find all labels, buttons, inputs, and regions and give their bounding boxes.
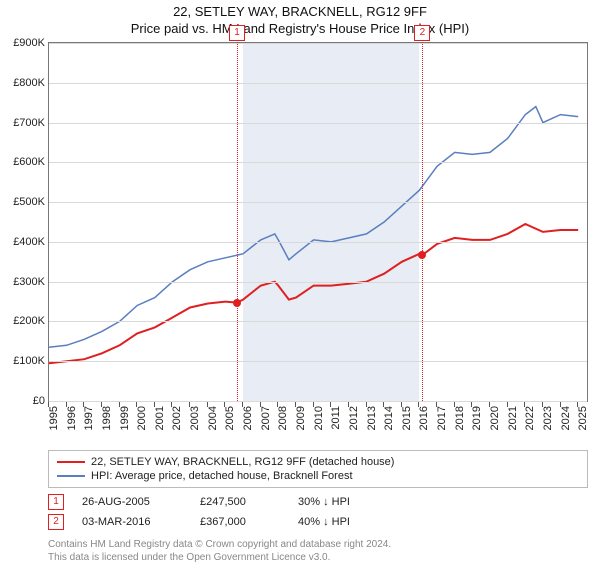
sale-diff: 40% ↓ HPI [298,516,388,528]
x-tick-label: 2006 [242,406,254,430]
sales-table: 1 26-AUG-2005 £247,500 30% ↓ HPI 2 03-MA… [48,492,588,532]
x-tick-label: 2025 [577,406,589,430]
footnote-line: This data is licensed under the Open Gov… [48,551,588,564]
title-subtitle: Price paid vs. HM Land Registry's House … [0,19,600,42]
x-tick-label: 2017 [436,406,448,430]
x-tick-label: 2008 [277,406,289,430]
legend-swatch-price [57,461,85,463]
y-tick-label: £400K [13,236,49,248]
chart-svg [49,43,587,401]
x-tick-label: 2014 [383,406,395,430]
y-tick-label: £700K [13,117,49,129]
x-tick-label: 1999 [119,406,131,430]
x-tick-label: 1997 [83,406,95,430]
x-axis-labels: 1995 1996 1997 1998 1999 2000 2001 2002 2003 2004… [48,402,588,442]
y-tick-label: £600K [13,156,49,168]
x-tick-label: 1995 [48,406,60,430]
chart-plot-area: £0£100K£200K£300K£400K£500K£600K£700K£80… [48,42,588,402]
series-price_paid [49,224,578,363]
x-tick-label: 2011 [330,406,342,430]
gridline [49,202,587,203]
y-tick-label: £0 [33,395,49,407]
sale-dot [418,251,426,259]
y-tick-label: £500K [13,196,49,208]
legend-label: 22, SETLEY WAY, BRACKNELL, RG12 9FF (det… [91,456,394,468]
sale-dot [233,299,241,307]
y-tick-label: £300K [13,276,49,288]
sale-badge: 1 [48,494,64,510]
y-tick-label: £100K [13,355,49,367]
x-tick-label: 2018 [454,406,466,430]
x-tick-label: 2021 [507,406,519,430]
x-tick-label: 2024 [560,406,572,430]
series-hpi [49,107,578,348]
sale-vline [422,31,423,401]
x-tick-label: 2016 [418,406,430,430]
x-tick-label: 2005 [224,406,236,430]
x-tick-label: 2009 [295,406,307,430]
x-tick-label: 2012 [348,406,360,430]
x-tick-label: 2002 [171,406,183,430]
x-tick-label: 2015 [401,406,413,430]
gridline [49,162,587,163]
x-tick-label: 2007 [260,406,272,430]
legend-label: HPI: Average price, detached house, Brac… [91,470,353,482]
legend-swatch-hpi [57,475,85,477]
x-tick-label: 2020 [489,406,501,430]
legend-item: 22, SETLEY WAY, BRACKNELL, RG12 9FF (det… [57,455,579,469]
x-tick-label: 2010 [313,406,325,430]
sale-diff: 30% ↓ HPI [298,496,388,508]
sale-date: 26-AUG-2005 [82,496,182,508]
gridline [49,282,587,283]
legend-item: HPI: Average price, detached house, Brac… [57,469,579,483]
x-tick-label: 2019 [471,406,483,430]
sale-price: £247,500 [200,496,280,508]
sale-marker: 1 [229,25,245,41]
sale-badge: 2 [48,514,64,530]
sales-row: 1 26-AUG-2005 £247,500 30% ↓ HPI [48,492,588,512]
title-address: 22, SETLEY WAY, BRACKNELL, RG12 9FF [0,0,600,19]
gridline [49,43,587,44]
x-tick-label: 2001 [154,406,166,430]
y-tick-label: £800K [13,77,49,89]
x-tick-label: 1998 [101,406,113,430]
gridline [49,242,587,243]
x-tick-label: 2004 [207,406,219,430]
x-tick-label: 2023 [542,406,554,430]
x-tick-label: 2013 [366,406,378,430]
x-tick-label: 2022 [524,406,536,430]
footnote-line: Contains HM Land Registry data © Crown c… [48,538,588,551]
sale-date: 03-MAR-2016 [82,516,182,528]
legend-box: 22, SETLEY WAY, BRACKNELL, RG12 9FF (det… [48,450,588,488]
gridline [49,83,587,84]
gridline [49,123,587,124]
footnote: Contains HM Land Registry data © Crown c… [48,538,588,564]
gridline [49,321,587,322]
x-tick-label: 2000 [136,406,148,430]
x-tick-label: 1996 [66,406,78,430]
sales-row: 2 03-MAR-2016 £367,000 40% ↓ HPI [48,512,588,532]
chart-container: 22, SETLEY WAY, BRACKNELL, RG12 9FF Pric… [0,0,600,560]
sale-vline [237,31,238,401]
y-tick-label: £900K [13,37,49,49]
y-tick-label: £200K [13,315,49,327]
x-tick-label: 2003 [189,406,201,430]
sale-marker: 2 [414,25,430,41]
sale-price: £367,000 [200,516,280,528]
gridline [49,361,587,362]
